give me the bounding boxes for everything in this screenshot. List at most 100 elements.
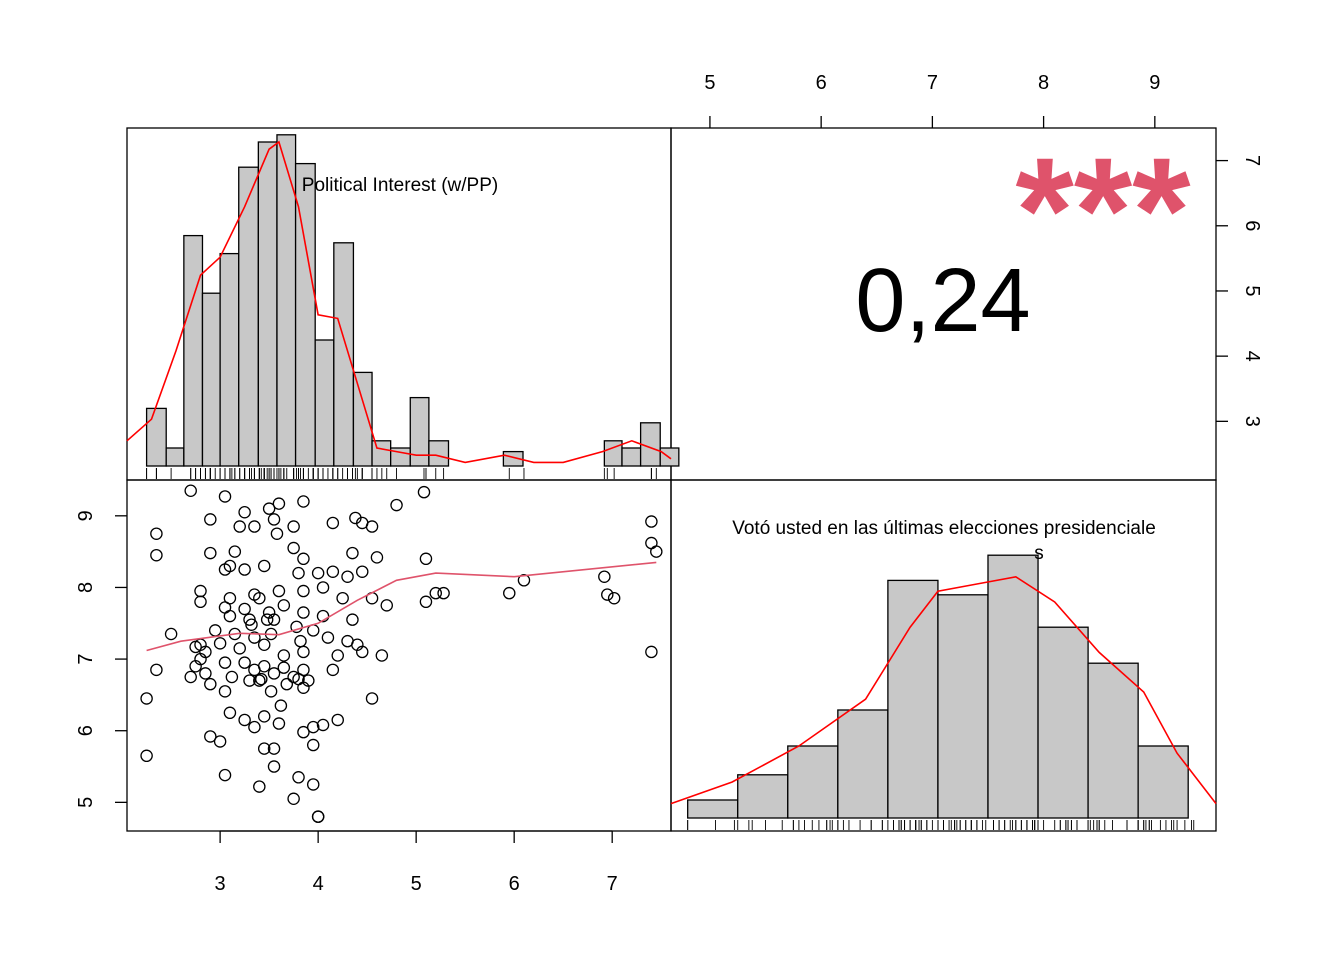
hist-var1-bar-3 (201, 292, 221, 467)
scatter-point-97 (189, 659, 202, 673)
scatter-point-140 (292, 672, 305, 686)
scatter-point-105 (184, 670, 197, 684)
scatter-point-1 (218, 490, 232, 503)
scatter-point-122 (297, 725, 310, 739)
scatter-point-113 (274, 699, 288, 712)
scatter-point-49 (429, 586, 443, 600)
scatter-point-75 (294, 634, 307, 648)
scatter-point-71 (208, 624, 222, 637)
scatter-point-5 (417, 485, 431, 499)
scatter-point-39 (194, 584, 207, 598)
bottom-axis-tick-label-1: 4 (313, 873, 324, 895)
scatter-point-109 (264, 685, 278, 698)
top-axis-tick-label-4: 9 (1149, 72, 1160, 94)
scatter-point-65 (223, 609, 237, 623)
scatter-point-85 (277, 649, 291, 662)
scatter-point-58 (238, 602, 251, 616)
scatter-point-83 (233, 642, 246, 655)
bottom-axis-tick-label-4: 7 (607, 873, 618, 895)
scatter-point-51 (503, 586, 516, 600)
hist-var1-bar-14 (409, 396, 430, 467)
scatter-point-19 (365, 520, 379, 533)
scatter-point-127 (213, 735, 227, 748)
correlation-value: 0,24 (855, 251, 1030, 351)
scatter-point-20 (645, 536, 658, 550)
bottom-axis-tick-label-3: 6 (509, 873, 520, 895)
right-axis-tick-label-0: 3 (1241, 416, 1263, 427)
scatter-point-35 (326, 565, 340, 578)
scatter-point-128 (267, 742, 281, 755)
hist-var2-bar-2 (787, 745, 839, 819)
scatter-point-92 (238, 656, 251, 669)
curves (126, 140, 1217, 805)
scatter-point-43 (297, 584, 310, 598)
scatter-point-73 (248, 631, 261, 644)
scatter-point-38 (218, 563, 232, 576)
scatter-point-106 (204, 677, 217, 691)
hist-var1-bar-9 (314, 339, 335, 467)
scatter-point-87 (331, 649, 344, 662)
scatter-point-37 (355, 565, 369, 578)
scatter-point-108 (243, 674, 256, 687)
scatter-point-42 (272, 584, 286, 598)
scatter-point-100 (248, 663, 261, 677)
scatter-point-9 (267, 513, 281, 526)
scatter-points (140, 484, 663, 823)
hist-var1-bar-10 (333, 242, 355, 467)
scatter-point-2 (272, 497, 286, 510)
scatter-point-76 (321, 631, 335, 644)
scatter-point-94 (277, 661, 291, 674)
scatter-point-14 (645, 515, 658, 528)
scatter-point-132 (267, 760, 281, 773)
scatter-point-45 (336, 591, 349, 605)
scatter-point-52 (517, 574, 531, 587)
scatter-point-143 (645, 645, 658, 659)
scatter-point-121 (248, 720, 261, 734)
scatter-point-64 (346, 613, 359, 626)
scatter-point-3 (297, 495, 310, 508)
scatter-point-54 (601, 588, 614, 601)
scatter-point-59 (253, 591, 266, 605)
scatter-point-47 (380, 599, 393, 612)
scatter-point-110 (280, 677, 294, 691)
scatter-point-120 (272, 717, 286, 730)
scatter-point-67 (260, 613, 274, 626)
density-var1 (126, 140, 672, 464)
var1-name-label: Political Interest (w/PP) (302, 175, 498, 196)
scatter-point-82 (213, 637, 227, 650)
hist-var2-bar-0 (687, 799, 739, 819)
scatter-point-57 (218, 601, 232, 614)
scatter-point-134 (253, 780, 266, 793)
hist-var1-bar-18 (621, 447, 642, 467)
hist-var2-bar-7 (1037, 626, 1089, 819)
density-var2 (670, 575, 1217, 805)
scatter-point-22 (150, 548, 163, 562)
hist-var2-bar-4 (887, 579, 939, 819)
hist-var1-bar-11 (352, 371, 373, 467)
hist-var1-bar-2 (183, 234, 204, 467)
scatter-point-124 (316, 718, 330, 732)
right-axis-tick-label-2: 5 (1241, 285, 1263, 296)
scatter-point-135 (292, 771, 305, 784)
left-axis-tick-label-3: 8 (75, 582, 97, 593)
panel-bottom-left-frame (126, 479, 672, 832)
scatter-point-91 (218, 656, 232, 669)
scatter-point-99 (225, 670, 239, 684)
hist-var2-bar-6 (987, 554, 1039, 819)
hist-var1 (145, 134, 680, 467)
scatter-point-26 (297, 552, 310, 566)
scatter-point-29 (419, 552, 433, 566)
scatter-point-16 (233, 520, 246, 533)
scatter-point-69 (290, 620, 303, 634)
scatter-point-10 (287, 520, 300, 533)
scatter-point-68 (267, 613, 281, 626)
scatter-point-112 (365, 692, 379, 705)
bottom-axis-tick-label-0: 3 (215, 873, 226, 895)
scatter-point-36 (341, 570, 354, 583)
scatter-point-28 (370, 551, 384, 564)
scatter-point-101 (267, 667, 281, 680)
scatter-point-117 (223, 706, 237, 720)
scatter-point-126 (204, 730, 217, 743)
scatter-point-104 (253, 674, 266, 687)
scatter-point-53 (598, 570, 611, 583)
